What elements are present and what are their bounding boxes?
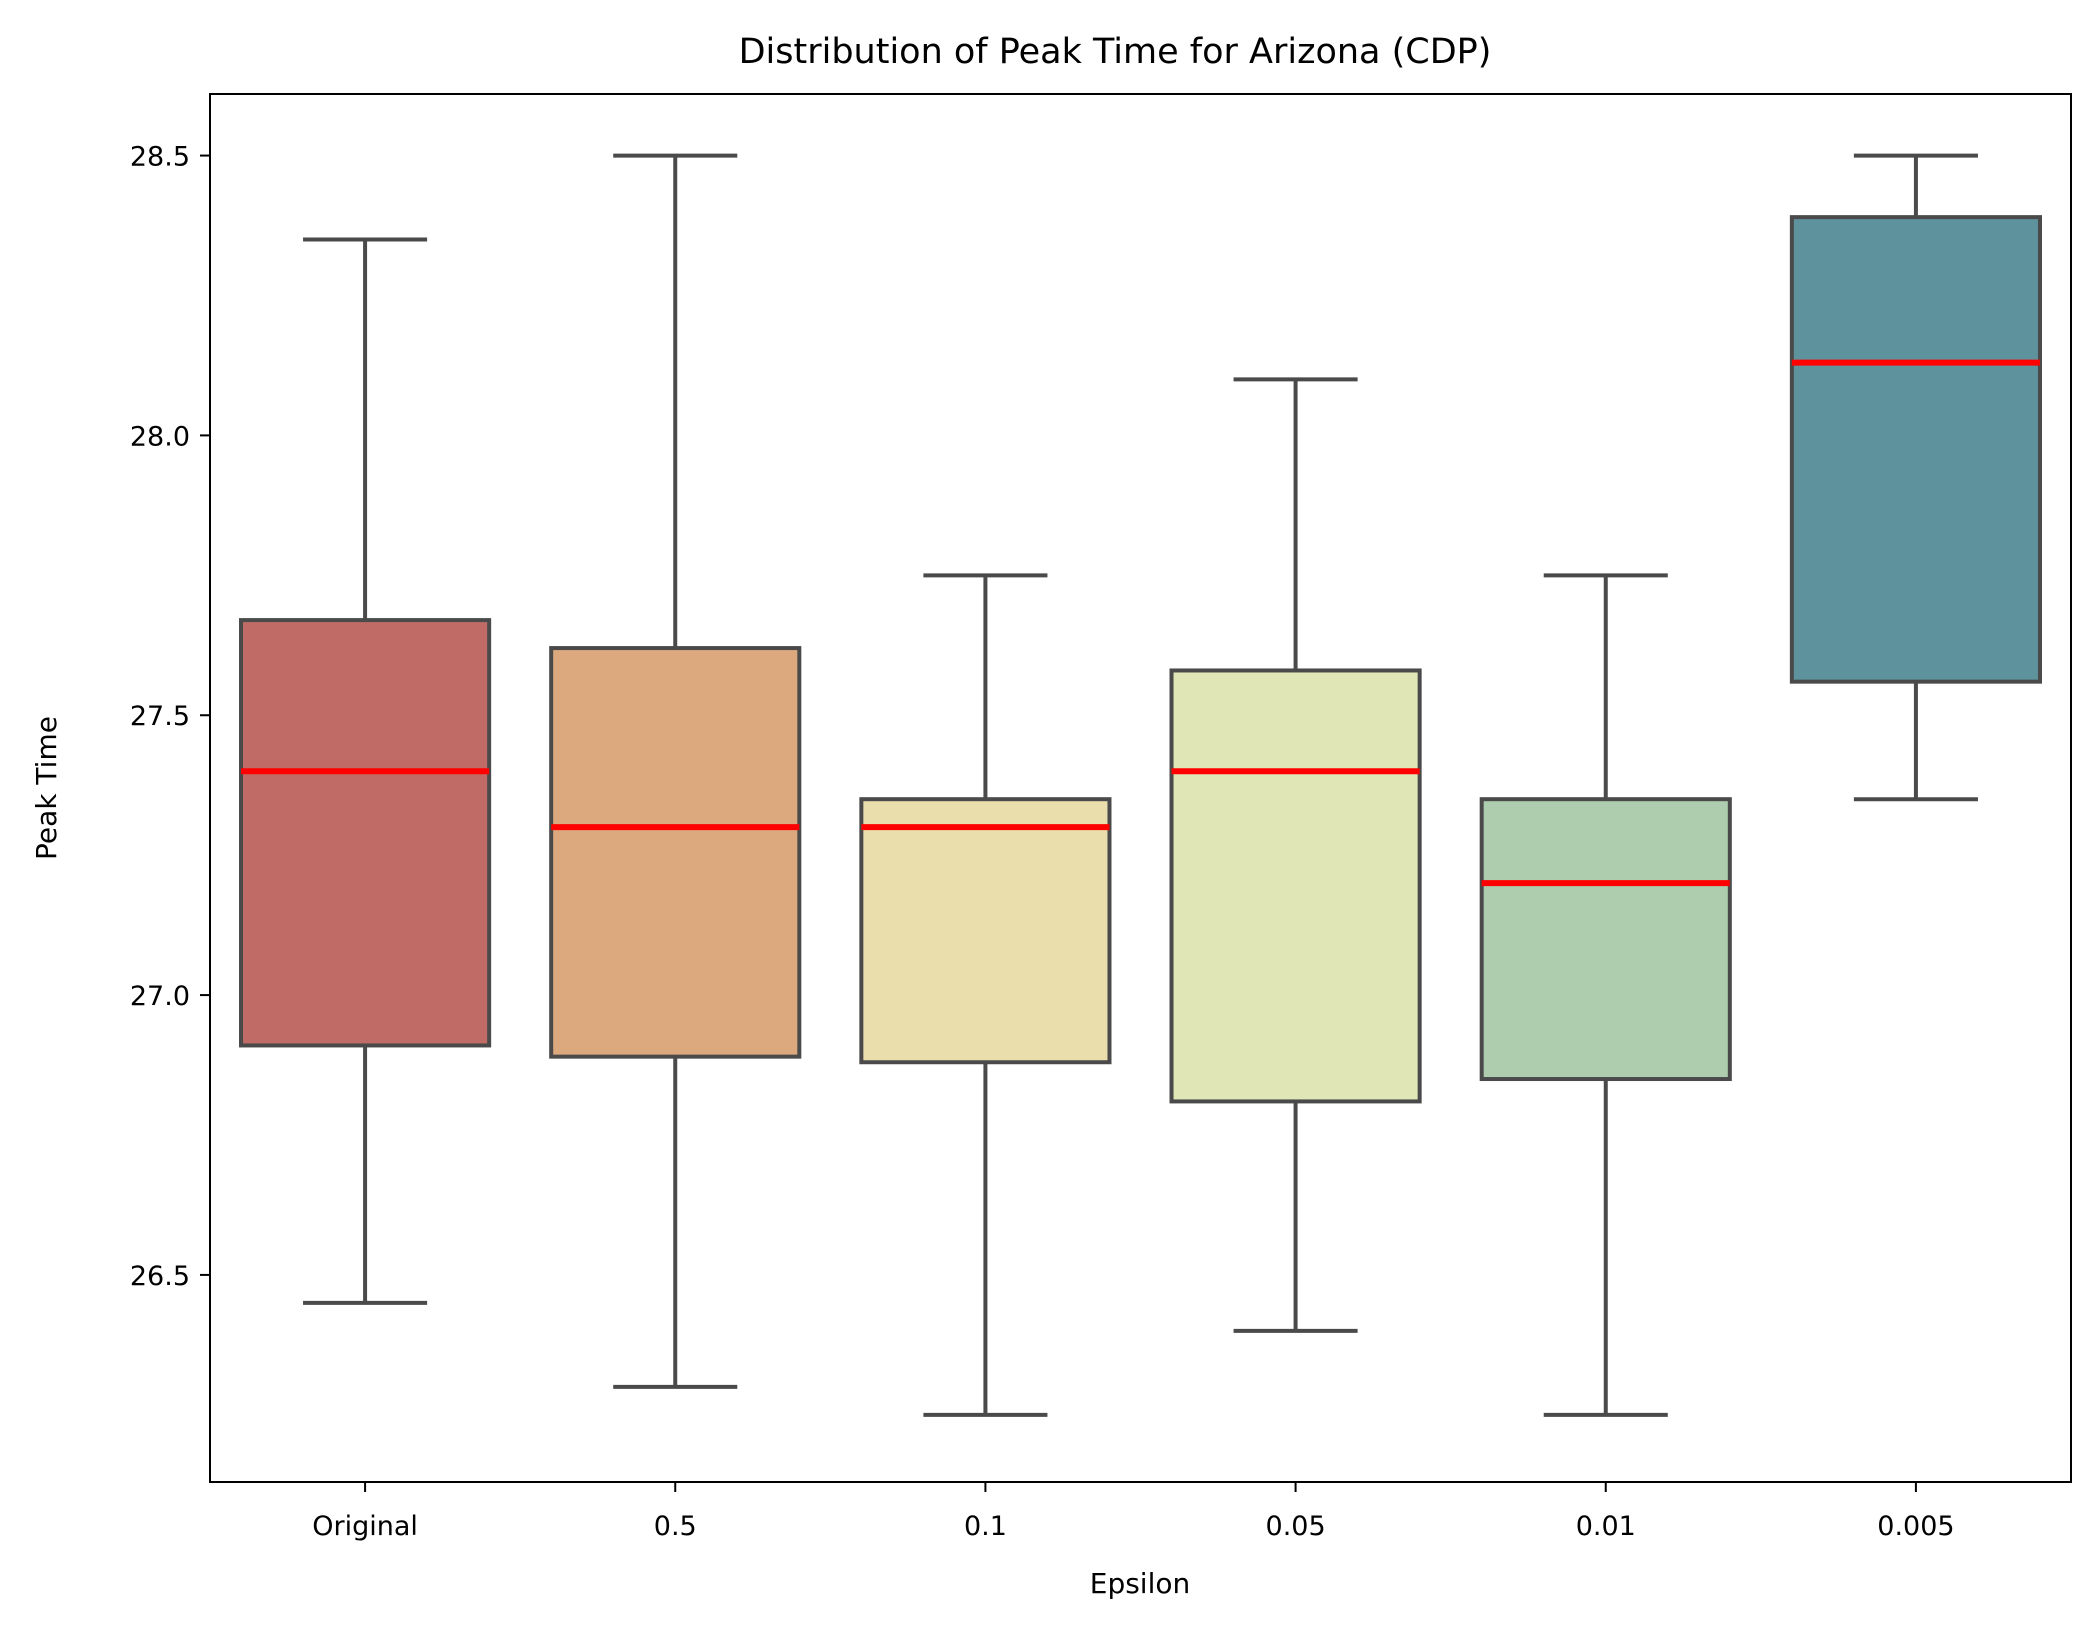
box-0.1 [859, 797, 1112, 1065]
y-tick-label: 27.0 [130, 981, 190, 1012]
y-tick-label: 27.5 [130, 701, 190, 732]
x-tick-label: 0.1 [964, 1511, 1007, 1542]
box-0.5 [549, 646, 802, 1059]
box-0.01 [1479, 797, 1732, 1082]
box-0.05 [1169, 668, 1422, 1104]
chart-title: Distribution of Peak Time for Arizona (C… [739, 32, 1492, 72]
y-axis-title: Peak Time [30, 716, 63, 860]
box-Original [239, 618, 492, 1048]
plot-area: Original 0.5 0.1 0.05 0.01 0.005 26.5 27.0 27.5 2… [130, 142, 2042, 1542]
x-tick-label: 0.01 [1576, 1511, 1636, 1542]
x-tick-label: Original [312, 1511, 418, 1542]
x-tick-label: 0.5 [654, 1511, 697, 1542]
y-tick-label: 26.5 [130, 1261, 190, 1292]
x-axis-title: Epsilon [1090, 1567, 1191, 1600]
x-tick-label: 0.05 [1266, 1511, 1326, 1542]
y-tick-label: 28.0 [130, 421, 190, 452]
x-tick-label: 0.005 [1877, 1511, 1954, 1542]
box-0.005 [1789, 215, 2042, 684]
y-tick-label: 28.5 [130, 142, 190, 173]
axes-frame [209, 93, 2072, 1483]
